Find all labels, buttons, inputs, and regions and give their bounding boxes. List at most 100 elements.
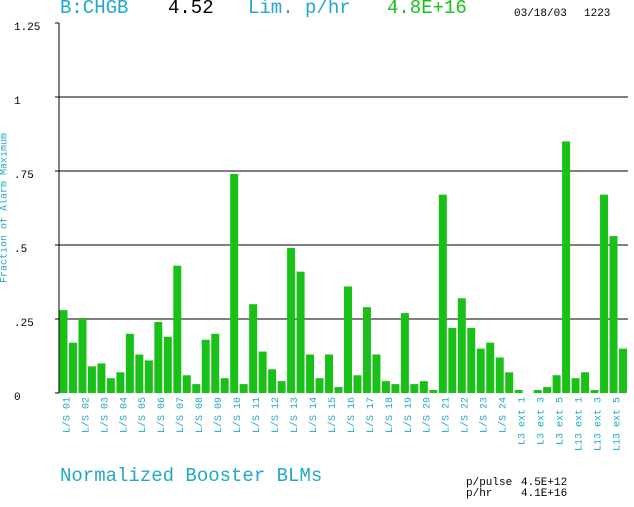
- x-tick-label: L/S 01: [61, 397, 73, 433]
- bar: [467, 327, 476, 393]
- bar: [495, 357, 504, 393]
- bar: [277, 381, 286, 393]
- bar: [201, 339, 210, 393]
- bar: [87, 366, 96, 393]
- bar: [334, 387, 343, 393]
- stat-value: 4.5E+12: [521, 477, 567, 489]
- bar: [571, 378, 580, 393]
- bar: [78, 319, 87, 393]
- stat-label: p/pulse: [466, 477, 512, 489]
- x-tick-label: L/S 05: [137, 397, 149, 433]
- x-tick-label: L/S 23: [479, 397, 491, 433]
- bar: [609, 236, 618, 393]
- x-tick-label: L/S 24: [498, 397, 510, 433]
- x-tick-label: L3 ext 5: [556, 397, 567, 445]
- limit-label: Lim. p/hr: [248, 0, 351, 19]
- bar: [306, 354, 315, 393]
- y-tick-label: 1: [14, 96, 21, 108]
- bar: [287, 247, 296, 393]
- x-tick-label: L/S 22: [460, 397, 472, 433]
- limit-value: 4.8E+16: [387, 0, 467, 19]
- y-tick-label: .5: [14, 244, 27, 256]
- x-tick-label: L/S 19: [403, 397, 415, 433]
- bar: [590, 390, 599, 393]
- x-tick-label: L/S 13: [289, 397, 301, 433]
- bar: [381, 381, 390, 393]
- y-axis-label: Fraction of Alarm Maximum: [0, 133, 11, 283]
- stat-label: p/hr: [466, 488, 492, 500]
- bar: [135, 354, 144, 393]
- bar: [68, 342, 77, 393]
- bar: [144, 360, 153, 393]
- bar: [258, 351, 267, 393]
- bar: [344, 286, 352, 393]
- bar: [116, 372, 125, 393]
- x-tick-label: L/S 17: [365, 397, 377, 433]
- bar: [448, 327, 457, 393]
- bar: [419, 381, 428, 393]
- x-tick-label: L/S 06: [156, 397, 168, 433]
- bar: [154, 321, 163, 393]
- bar: [391, 384, 400, 393]
- x-tick-label: L13 ext 3: [593, 397, 604, 451]
- bar: [211, 333, 220, 393]
- y-tick-label: .75: [14, 170, 34, 182]
- x-tick-label: L/S 20: [422, 397, 434, 433]
- bar: [106, 378, 115, 393]
- x-tick-label: L3 ext 1: [518, 397, 529, 445]
- x-tick-label: L13 ext 1: [574, 397, 585, 451]
- y-tick-label: 0: [14, 392, 21, 404]
- stat-value: 4.1E+16: [521, 488, 567, 500]
- x-tick-label: L/S 18: [384, 397, 396, 433]
- bar: [562, 141, 571, 393]
- bar: [125, 333, 134, 393]
- bar: [552, 375, 561, 393]
- bar: [59, 310, 68, 393]
- bar: [457, 298, 466, 393]
- bar: [600, 194, 609, 393]
- x-tick-label: L13 ext 5: [612, 397, 623, 451]
- x-tick-label: L/S 10: [232, 397, 244, 433]
- x-tick-label: L/S 11: [251, 397, 263, 433]
- bar: [372, 354, 381, 393]
- x-tick-label: L/S 12: [270, 397, 282, 433]
- bar: [315, 378, 324, 393]
- bar: [486, 342, 495, 393]
- bar: [476, 348, 485, 393]
- bar: [533, 390, 542, 393]
- bar: [581, 372, 590, 393]
- date: 03/18/03: [514, 8, 567, 20]
- bar: [514, 390, 523, 393]
- bar: [410, 384, 419, 393]
- bar: [220, 378, 229, 393]
- x-tick-label: L/S 07: [175, 397, 187, 433]
- x-tick-label: L/S 15: [327, 397, 339, 433]
- bar: [192, 384, 201, 393]
- x-tick-label: L/S 16: [346, 397, 358, 433]
- x-tick-label: L/S 21: [441, 397, 453, 433]
- parameter: B:CHGB: [60, 0, 128, 19]
- x-tick-label: L/S 04: [118, 397, 130, 433]
- x-tick-label: L3 ext 3: [537, 397, 548, 445]
- bar: [429, 390, 438, 393]
- bar: [438, 194, 447, 393]
- x-tick-label: L/S 08: [194, 397, 206, 433]
- bar: [249, 304, 258, 393]
- chart-title: Normalized Booster BLMs: [60, 465, 322, 487]
- bar: [296, 271, 305, 393]
- x-tick-label: L/S 02: [80, 397, 92, 433]
- bar: [353, 375, 362, 393]
- bar: [362, 307, 371, 393]
- parameter-value: 4.52: [168, 0, 214, 19]
- x-tick-label: L/S 03: [99, 397, 111, 433]
- bar: [97, 363, 106, 393]
- bar: [239, 384, 248, 393]
- bar: [182, 375, 191, 393]
- x-tick-label: L/S 14: [308, 397, 320, 433]
- bar: [619, 348, 627, 393]
- bar: [325, 354, 334, 393]
- x-tick-label: L/S 09: [213, 397, 225, 433]
- bar: [268, 369, 277, 393]
- bar: [400, 313, 409, 393]
